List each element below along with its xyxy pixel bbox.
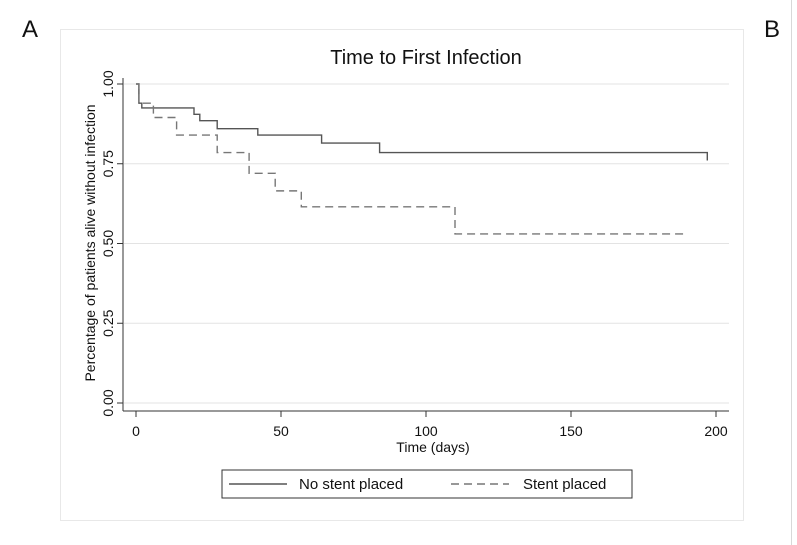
series (136, 83, 708, 235)
y-tick-label: 0.00 (100, 389, 116, 416)
legend-label-no-stent: No stent placed (299, 476, 403, 493)
chart-title: Time to First Infection (330, 47, 522, 69)
legend-box (221, 469, 633, 499)
y-tick-label: 1.00 (100, 70, 116, 97)
legend-label-stent: Stent placed (523, 476, 606, 493)
panel-label-a: A (22, 16, 39, 43)
series-line-no-stent (136, 83, 708, 161)
y-tick-label: 0.50 (100, 230, 116, 257)
x-tick-label: 200 (704, 423, 728, 439)
axes (122, 78, 729, 412)
x-tick-label: 150 (559, 423, 583, 439)
panel-divider (791, 0, 792, 545)
grid-lines (124, 83, 729, 404)
legend: No stent placed Stent placed (221, 469, 633, 499)
y-tick-label: 0.25 (100, 309, 116, 336)
chart-frame (60, 29, 744, 521)
x-tick-label: 100 (414, 423, 438, 439)
x-tick-label: 0 (132, 423, 140, 439)
y-axis-label: Percentage of patients alive without inf… (82, 104, 98, 381)
y-tick-label: 0.75 (100, 150, 116, 177)
x-tick-label: 50 (273, 423, 289, 439)
x-axis-label: Time (days) (396, 439, 469, 455)
ticks: 0.00 0.25 0.50 0.75 1.00 0 50 100 150 200 (100, 70, 728, 439)
series-line-stent (136, 83, 687, 235)
panel-label-b: B (764, 16, 781, 43)
